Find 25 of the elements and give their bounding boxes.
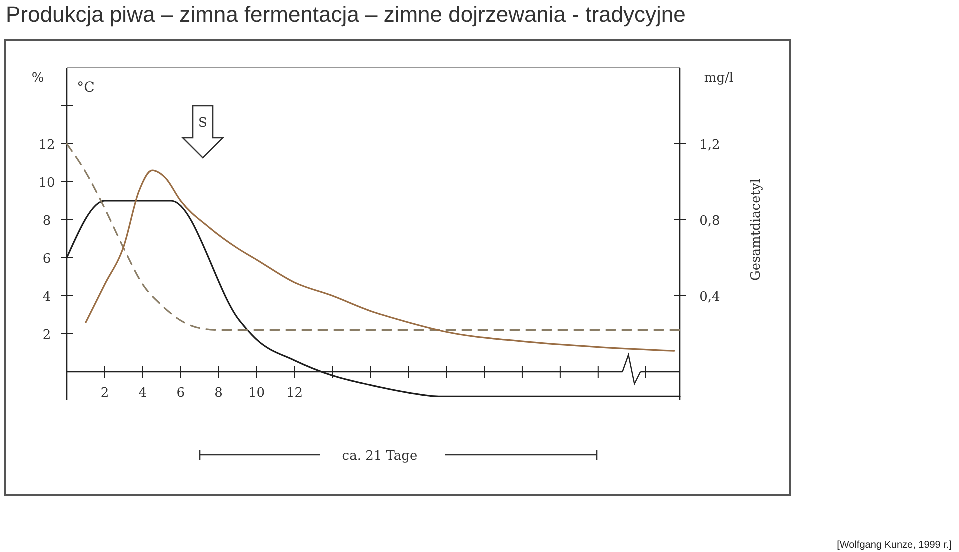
x-tick-label: 12	[286, 386, 304, 401]
text: mg/l	[704, 71, 734, 86]
text: ca. 21 Tage	[342, 449, 418, 464]
y-tick-label: 4	[42, 290, 52, 305]
x-tick-label: 6	[176, 386, 186, 401]
chart-title: Produkcja piwa – zimna fermentacja – zimne dojrzewania - tradycyjne	[6, 2, 686, 27]
y-tick-label: 6	[42, 252, 52, 267]
y-tick-label: 10	[38, 176, 56, 191]
annotation: °C	[77, 80, 95, 96]
x-tick-label: 2	[100, 386, 110, 401]
y-tick-label: 8	[42, 214, 52, 229]
y2-tick-label: 1,2	[700, 138, 720, 153]
y-tick-label: 12	[38, 138, 56, 153]
line-series	[66, 143, 681, 331]
x-tick-label: 8	[214, 386, 223, 401]
x-tick-label: 10	[248, 386, 266, 401]
line-series	[85, 170, 676, 352]
x-tick-label: 4	[138, 386, 148, 401]
text: [Wolfgang Kunze, 1999 r.]	[837, 540, 952, 551]
y2-tick-label: 0,8	[700, 214, 720, 229]
y2-tick-label: 0,4	[700, 290, 720, 305]
y2-axis-title: Gesamtdiacetyl	[749, 179, 764, 281]
y-tick-label: 2	[42, 328, 52, 343]
annotation: S	[198, 116, 208, 131]
y-axis-title: %	[32, 71, 44, 86]
